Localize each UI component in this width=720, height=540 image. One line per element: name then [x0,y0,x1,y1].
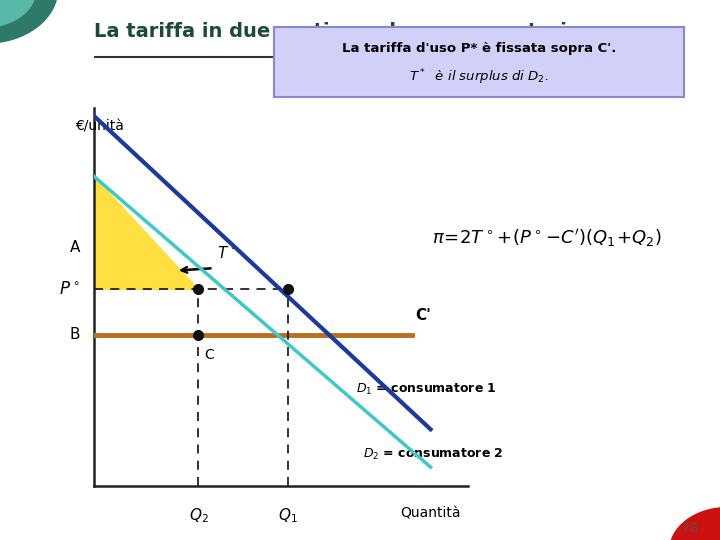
Text: $D_2$ = consumatore 2: $D_2$ = consumatore 2 [363,447,504,462]
Polygon shape [94,176,199,289]
Text: €/unità: €/unità [75,120,124,134]
Text: A: A [70,240,81,255]
Text: La tariffa in due parti con due consumatori: La tariffa in due parti con due consumat… [94,22,567,40]
Text: $D_1$ = consumatore 1: $D_1$ = consumatore 1 [356,382,497,397]
Text: Quantità: Quantità [400,507,461,521]
Text: 78: 78 [683,522,698,535]
Text: B: B [70,327,81,342]
Text: $Q_1$: $Q_1$ [279,507,298,525]
Text: $T^*$  è il surplus di $D_2$.: $T^*$ è il surplus di $D_2$. [409,68,549,87]
Text: $P^\circ$: $P^\circ$ [60,280,81,299]
Text: C': C' [415,308,431,323]
Text: $T^\circ$: $T^\circ$ [217,245,237,261]
Text: $Q_2$: $Q_2$ [189,507,208,525]
Text: C: C [204,348,214,362]
Text: La tariffa d'uso P* è fissata sopra C'.: La tariffa d'uso P* è fissata sopra C'. [341,42,616,55]
Text: $\pi\!=\!2T^\circ\!+\!(P^\circ\!-\!C')(Q_1\!+\!Q_2)$: $\pi\!=\!2T^\circ\!+\!(P^\circ\!-\!C')(Q… [432,227,662,248]
